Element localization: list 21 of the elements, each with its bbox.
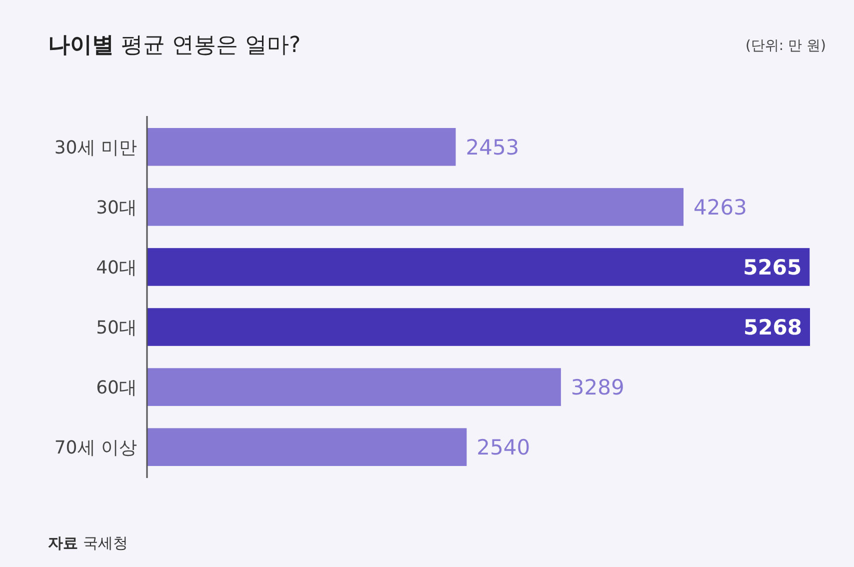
y-tick-label: 40대 <box>96 257 137 278</box>
data-label: 5268 <box>744 316 802 340</box>
bar <box>147 308 810 346</box>
bar <box>147 128 456 166</box>
text: 자료 국세청 <box>48 534 128 552</box>
chart-title: 나이별 평균 연봉은 얼마? <box>48 33 301 58</box>
bar <box>147 368 561 406</box>
y-tick-label: 70세 이상 <box>54 438 137 459</box>
data-label: 5265 <box>743 256 802 280</box>
bar <box>147 428 467 466</box>
y-tick-label: 60대 <box>96 378 137 399</box>
data-label: 2540 <box>476 436 530 460</box>
data-label: 4263 <box>694 196 747 220</box>
data-label: 3289 <box>570 376 624 400</box>
data-label: 2453 <box>466 135 520 160</box>
bar <box>147 248 810 286</box>
bar <box>147 188 684 226</box>
y-tick-label: 30대 <box>96 197 137 218</box>
chart-subtitle: (단위: 만 원) <box>745 38 826 54</box>
y-tick-label: 30세 미만 <box>54 137 137 158</box>
y-tick-label: 50대 <box>96 317 137 338</box>
